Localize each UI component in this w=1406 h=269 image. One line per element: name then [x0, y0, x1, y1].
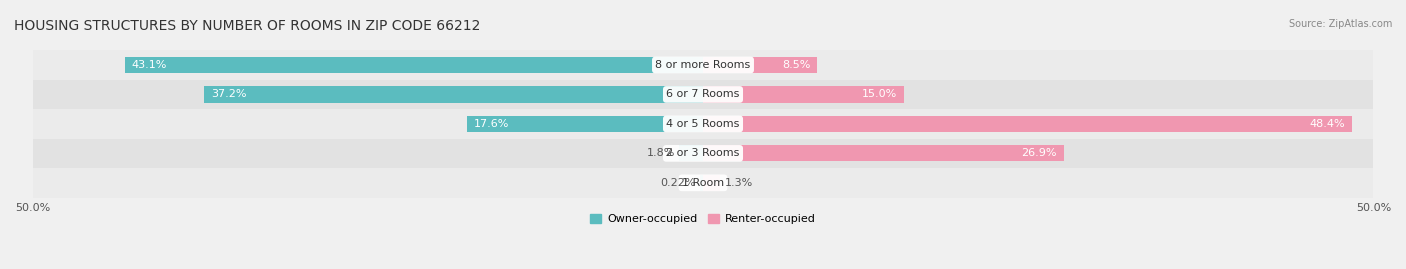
- Text: 17.6%: 17.6%: [474, 119, 509, 129]
- Bar: [32, 109, 1374, 139]
- Bar: [700, 175, 703, 191]
- Legend: Owner-occupied, Renter-occupied: Owner-occupied, Renter-occupied: [586, 210, 820, 229]
- Bar: [32, 168, 1374, 198]
- Text: 0.22%: 0.22%: [661, 178, 696, 188]
- Text: 48.4%: 48.4%: [1309, 119, 1346, 129]
- Text: 15.0%: 15.0%: [862, 89, 897, 100]
- Bar: [125, 57, 703, 73]
- Text: Source: ZipAtlas.com: Source: ZipAtlas.com: [1288, 19, 1392, 29]
- Text: 4 or 5 Rooms: 4 or 5 Rooms: [666, 119, 740, 129]
- Text: 26.9%: 26.9%: [1021, 148, 1057, 158]
- Text: 1 Room: 1 Room: [682, 178, 724, 188]
- Bar: [703, 86, 904, 102]
- Text: 43.1%: 43.1%: [132, 60, 167, 70]
- Text: 1.8%: 1.8%: [647, 148, 675, 158]
- Bar: [204, 86, 703, 102]
- Text: 1.3%: 1.3%: [724, 178, 752, 188]
- Text: 2 or 3 Rooms: 2 or 3 Rooms: [666, 148, 740, 158]
- Bar: [32, 139, 1374, 168]
- Bar: [32, 50, 1374, 80]
- Bar: [467, 116, 703, 132]
- Text: HOUSING STRUCTURES BY NUMBER OF ROOMS IN ZIP CODE 66212: HOUSING STRUCTURES BY NUMBER OF ROOMS IN…: [14, 19, 481, 33]
- Text: 37.2%: 37.2%: [211, 89, 246, 100]
- Text: 8.5%: 8.5%: [782, 60, 810, 70]
- Bar: [703, 175, 720, 191]
- Bar: [703, 116, 1353, 132]
- Bar: [32, 80, 1374, 109]
- Bar: [679, 145, 703, 161]
- Bar: [703, 145, 1064, 161]
- Text: 8 or more Rooms: 8 or more Rooms: [655, 60, 751, 70]
- Text: 6 or 7 Rooms: 6 or 7 Rooms: [666, 89, 740, 100]
- Bar: [703, 57, 817, 73]
